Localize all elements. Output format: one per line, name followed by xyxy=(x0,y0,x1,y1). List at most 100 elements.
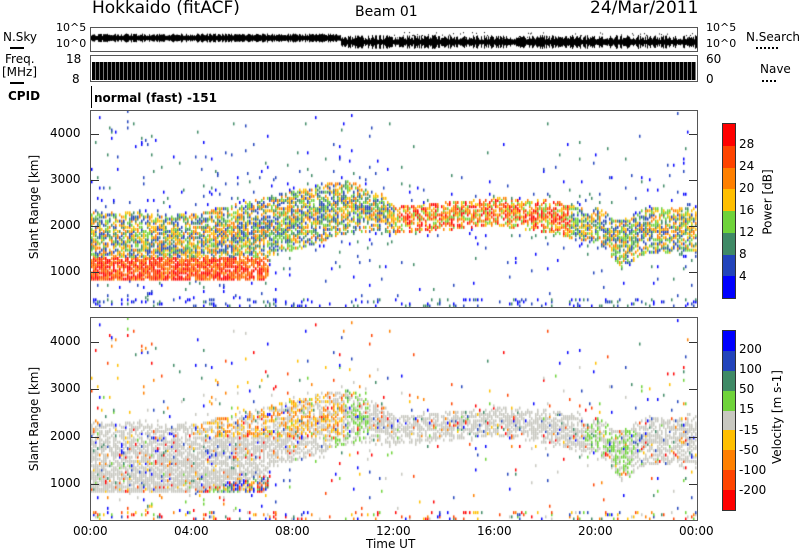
y-tick-label: 3000 xyxy=(50,172,81,186)
colorbar-segment xyxy=(723,232,735,255)
y-tick-mark xyxy=(91,134,99,135)
x-tick-label: 08:00 xyxy=(275,524,310,538)
noise-series xyxy=(91,30,697,50)
colorbar-tick-label: 200 xyxy=(739,342,762,357)
y-tick-mark xyxy=(689,341,697,343)
y-tick-mark xyxy=(91,341,99,343)
y-tick-mark xyxy=(689,226,697,228)
power-colorbar xyxy=(722,123,736,299)
colorbar-segment xyxy=(723,124,735,146)
station-title: Hokkaido (fitACF) xyxy=(92,0,240,18)
colorbar-tick-label: 24 xyxy=(739,159,755,173)
velocity-heatmap xyxy=(91,318,697,520)
x-tick-label: 00:00 xyxy=(679,524,714,538)
nave-tick: 0 xyxy=(706,72,714,86)
y-tick-label: 2000 xyxy=(50,218,81,233)
colorbar-tick-label: 15 xyxy=(739,402,755,417)
power-colorbar-label: Power [dB] xyxy=(760,169,775,235)
y-tick-mark xyxy=(689,134,697,135)
colorbar-tick-label: 8 xyxy=(739,247,747,261)
nave-tick: 60 xyxy=(706,52,722,66)
nsearch-tick: 10^5 xyxy=(706,21,737,34)
colorbar-segment xyxy=(723,450,735,471)
colorbar-tick-label: -50 xyxy=(739,442,759,457)
y-tick-label: 3000 xyxy=(50,381,81,396)
x-tick-label: 04:00 xyxy=(174,524,209,538)
colorbar-tick-label: -15 xyxy=(739,422,759,437)
nsky-line-legend xyxy=(10,47,24,49)
nsearch-line-legend xyxy=(756,47,778,49)
colorbar-segment xyxy=(723,470,735,490)
colorbar-tick-label: 16 xyxy=(739,203,755,217)
freq-series xyxy=(92,62,696,80)
nsky-label: N.Sky xyxy=(3,30,38,44)
power-y-label: Slant Range [km] xyxy=(27,154,42,260)
colorbar-tick-label: 12 xyxy=(739,225,755,239)
x-tick-label: 12:00 xyxy=(376,524,411,538)
colorbar-segment xyxy=(723,430,735,451)
freq-unit-label: [MHz] xyxy=(2,65,38,79)
x-axis-label: Time UT xyxy=(366,537,416,551)
colorbar-segment xyxy=(723,276,735,298)
colorbar-segment xyxy=(723,189,735,211)
y-tick-mark xyxy=(689,180,697,181)
y-tick-label: 1000 xyxy=(50,264,81,279)
freq-tick: 8 xyxy=(72,72,80,86)
y-tick-mark xyxy=(91,436,99,438)
nsky-tick: 10^0 xyxy=(56,37,87,50)
colorbar-segment xyxy=(723,254,735,277)
y-tick-label: 4000 xyxy=(50,126,81,140)
freq-label: Freq. xyxy=(5,52,35,66)
y-tick-mark xyxy=(689,483,697,485)
colorbar-segment xyxy=(723,370,735,391)
colorbar-segment xyxy=(723,490,735,510)
colorbar-tick-label: 100 xyxy=(739,362,762,377)
y-tick-label: 2000 xyxy=(50,428,81,443)
colorbar-segment xyxy=(723,145,735,168)
colorbar-tick-label: 28 xyxy=(739,137,755,151)
velocity-colorbar xyxy=(722,330,736,511)
y-tick-mark xyxy=(91,272,99,274)
colorbar-tick-label: 4 xyxy=(739,269,747,283)
date-title: 24/Mar/2011 xyxy=(590,0,699,18)
power-panel-frame xyxy=(90,110,698,308)
colorbar-tick-label: 20 xyxy=(739,181,755,195)
y-tick-mark xyxy=(91,226,99,228)
y-tick-mark xyxy=(91,483,99,485)
nsearch-tick: 10^0 xyxy=(706,37,737,50)
velocity-panel-frame xyxy=(90,317,698,521)
nave-label: Nave xyxy=(760,62,791,76)
nsearch-label: N.Search xyxy=(746,30,800,44)
freq-line-legend xyxy=(10,82,24,84)
y-tick-mark xyxy=(91,389,99,391)
x-tick-label: 20:00 xyxy=(578,524,613,538)
x-tick-label: 16:00 xyxy=(477,524,512,538)
colorbar-segment xyxy=(723,350,735,371)
x-tick-label: 00:00 xyxy=(73,524,108,538)
y-tick-mark xyxy=(689,436,697,438)
colorbar-tick-label: -200 xyxy=(739,482,767,497)
cpid-label: CPID xyxy=(8,89,41,103)
y-tick-mark xyxy=(689,389,697,391)
y-tick-mark xyxy=(91,180,99,181)
colorbar-segment xyxy=(723,390,735,411)
velocity-y-label: Slant Range [km] xyxy=(27,366,42,472)
velocity-colorbar-label: Velocity [m s-1] xyxy=(769,370,784,464)
colorbar-segment xyxy=(723,211,735,233)
colorbar-segment xyxy=(723,331,735,351)
beam-title: Beam 01 xyxy=(355,4,418,20)
y-tick-mark xyxy=(689,272,697,274)
y-tick-label: 4000 xyxy=(50,333,81,348)
nave-line-legend xyxy=(762,80,776,82)
freq-panel-frame xyxy=(90,55,698,82)
colorbar-segment xyxy=(723,167,735,190)
power-heatmap xyxy=(91,111,697,307)
colorbar-tick-label: 50 xyxy=(739,382,755,397)
noise-panel-frame xyxy=(90,27,698,52)
y-tick-label: 1000 xyxy=(50,475,81,490)
cpid-value: normal (fast) -151 xyxy=(94,91,217,105)
colorbar-segment xyxy=(723,410,735,431)
cpid-marker xyxy=(91,86,92,108)
freq-tick: 18 xyxy=(66,52,82,66)
